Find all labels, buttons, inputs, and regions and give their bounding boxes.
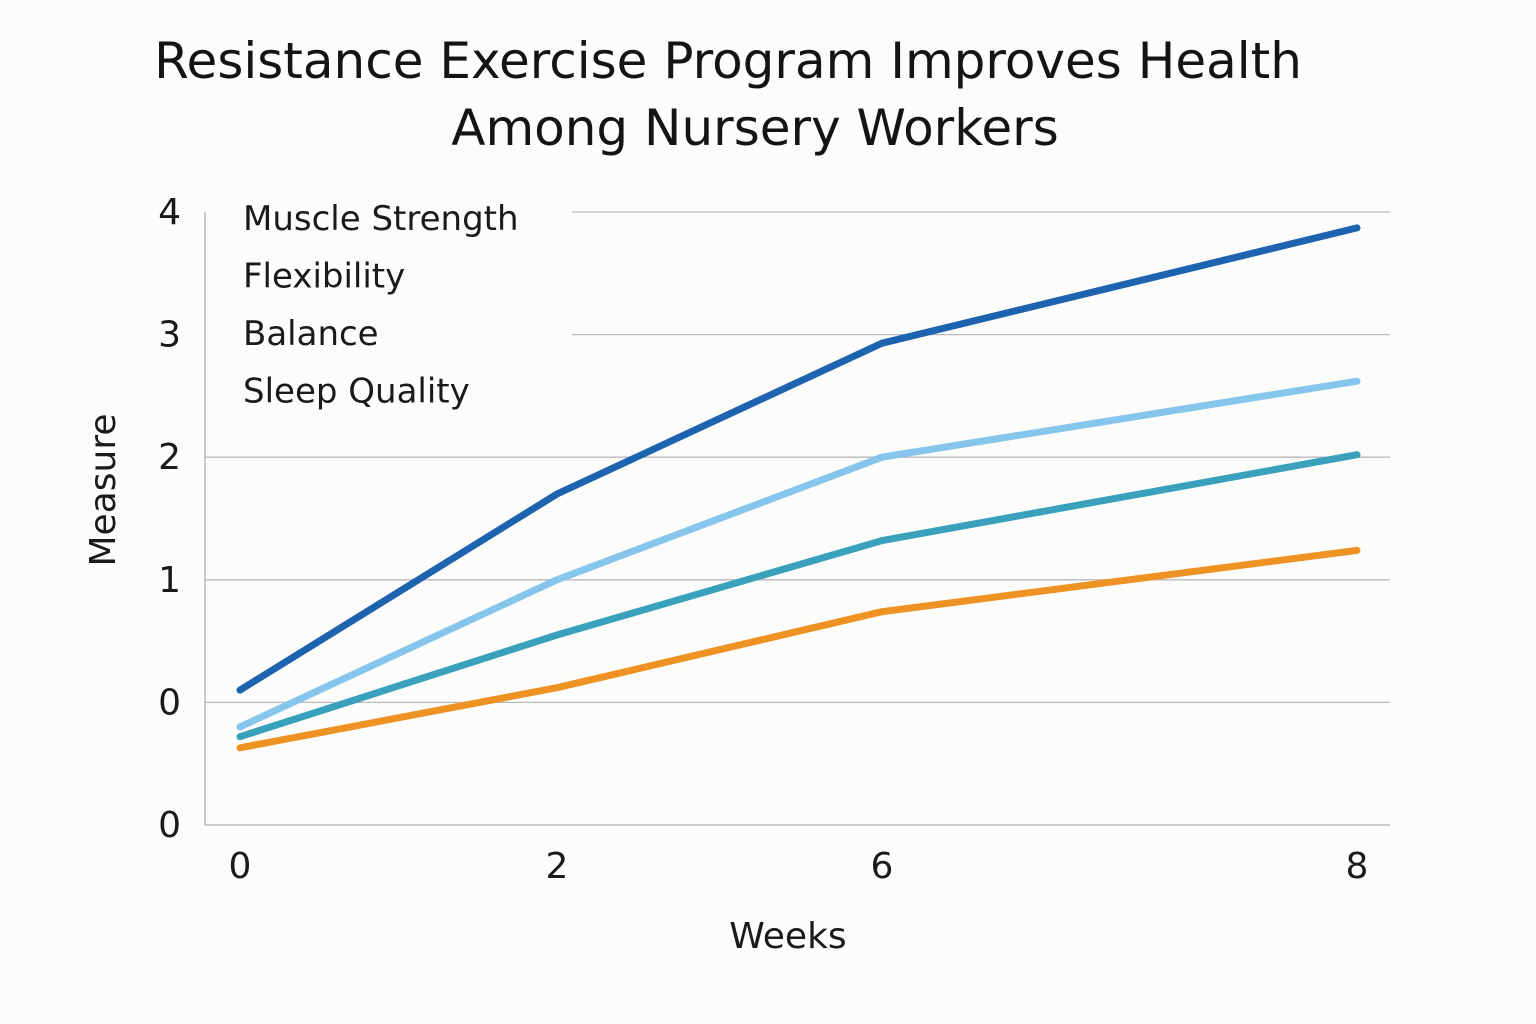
legend-entry: Muscle Strength [243, 199, 519, 239]
x-axis-label: Weeks [729, 916, 846, 957]
series-line-flexibility [236, 377, 1361, 731]
y-axis-ticks: 0 0 1 2 3 4 [158, 192, 181, 846]
y-axis-label: Measure [83, 414, 124, 567]
y-tick-label: 0 [158, 682, 181, 723]
y-tick-label: 1 [158, 560, 181, 601]
axes [204, 212, 1390, 826]
x-tick-label: 2 [546, 846, 569, 887]
chart-title-line-1: Resistance Exercise Program Improves Hea… [154, 32, 1302, 90]
series-line-balance [236, 451, 1361, 741]
legend: Muscle Strength Flexibility Balance Sleep Q… [243, 199, 519, 412]
y-tick-label: 3 [158, 315, 181, 356]
series-line-sleep-quality [236, 546, 1361, 752]
x-tick-label: 8 [1346, 846, 1369, 887]
x-tick-label: 6 [871, 846, 894, 887]
y-tick-label: 2 [158, 437, 181, 478]
x-tick-label: 0 [229, 846, 252, 887]
x-axis-ticks: 0 2 6 8 [229, 846, 1369, 887]
legend-entry: Sleep Quality [243, 372, 470, 412]
gridlines [205, 211, 1390, 704]
legend-entry: Balance [243, 314, 379, 354]
chart-title-line-2: Among Nursery Workers [451, 99, 1059, 157]
legend-entry: Flexibility [243, 257, 405, 297]
series-line-muscle-strength [236, 224, 1361, 694]
y-tick-label: 4 [158, 192, 181, 233]
series-lines [236, 224, 1361, 752]
y-tick-label: 0 [158, 805, 181, 846]
